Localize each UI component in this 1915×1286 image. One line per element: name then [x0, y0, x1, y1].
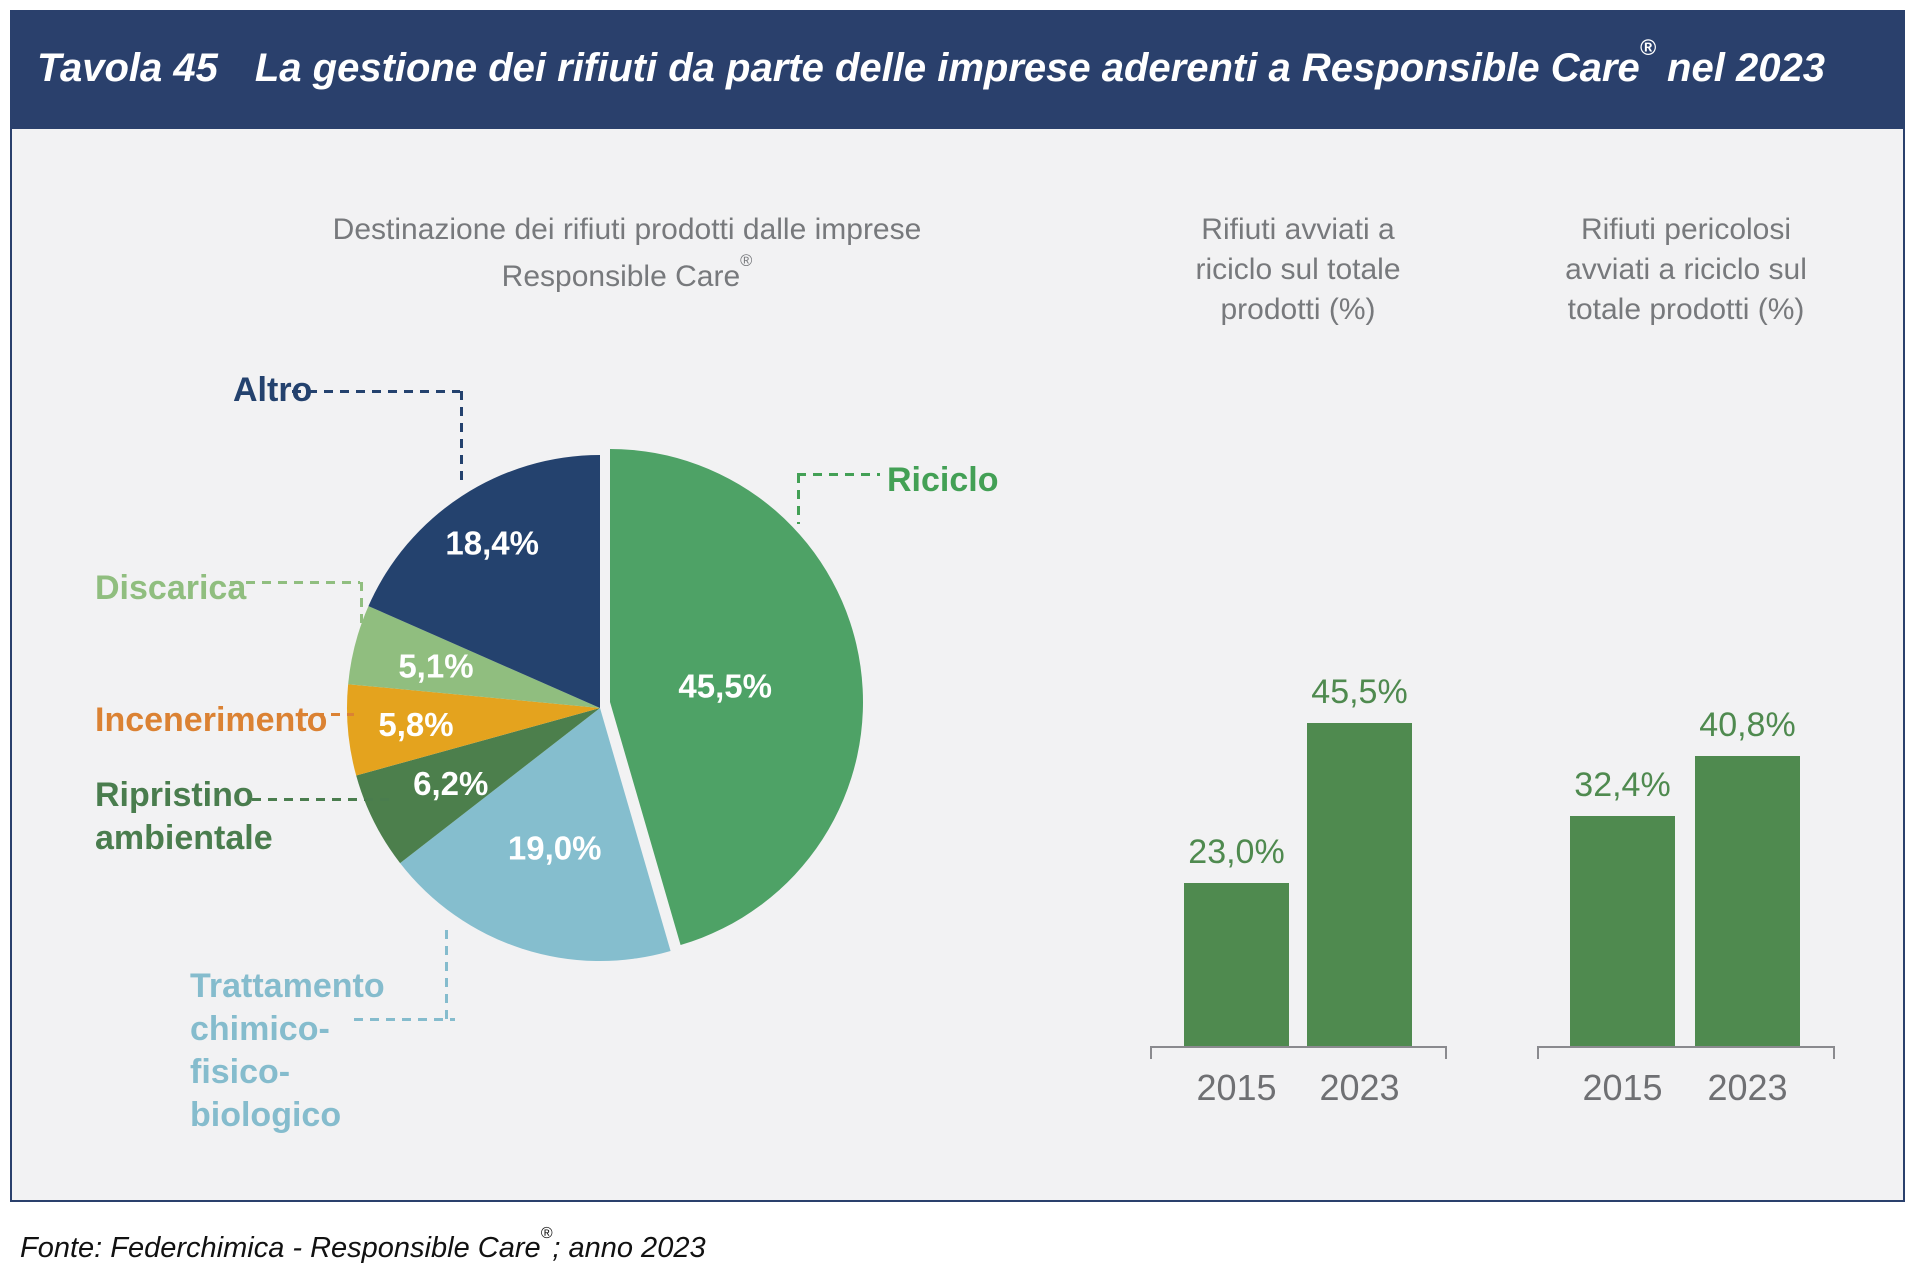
- bar-year-label: 2015: [1196, 1067, 1277, 1108]
- pie-slice-value-label: 6,2%: [413, 765, 488, 802]
- chart-panel: Destinazione dei rifiuti prodotti dalle …: [10, 127, 1905, 1202]
- leader-line-trattamento-v: [445, 930, 448, 1019]
- leader-line-discarica-h: [230, 581, 360, 584]
- pie-slice-value-label: 5,1%: [398, 647, 473, 684]
- pie-slice-riciclo: [610, 449, 864, 945]
- pie-slice-value-label: 19,0%: [508, 830, 602, 867]
- pie-label-incenerimento: Incenerimento: [95, 701, 328, 739]
- bar-year-label: 2023: [1707, 1067, 1788, 1108]
- pie-slice-incenerimento: [347, 684, 600, 776]
- pie-label-ripristino-ambientale: Ripristino ambientale: [95, 776, 273, 857]
- bar-value-label: 45,5%: [1311, 673, 1408, 711]
- figure-number: Tavola 45: [37, 46, 218, 90]
- leader-line-altro-v: [460, 391, 463, 480]
- pie-slice-value-label: 18,4%: [445, 525, 539, 562]
- source-note: Fonte: Federchimica - Responsible Care®;…: [20, 1224, 706, 1264]
- bar-2023: [1695, 756, 1800, 1046]
- leader-line-riciclo-v: [797, 474, 800, 524]
- pie-label-discarica: Discarica: [95, 569, 247, 607]
- registered-mark: ®: [740, 251, 753, 270]
- leader-line-discarica-v: [360, 582, 363, 626]
- bar-value-label: 23,0%: [1188, 833, 1285, 871]
- figure-header-bar: Tavola 45 La gestione dei rifiuti da par…: [10, 10, 1905, 127]
- bar-2023: [1307, 723, 1412, 1046]
- pie-slice-discarica: [348, 606, 600, 708]
- figure-title: La gestione dei rifiuti da parte delle i…: [254, 34, 1825, 90]
- leader-line-incenerimento-h: [299, 713, 354, 716]
- pie-slice-trattamento: [400, 708, 671, 961]
- bar-chart-recycled-axis: [1150, 1046, 1447, 1059]
- pie-chart: 45,5% 19,0% 6,2% 5,8% 5,1% 18,4%: [347, 449, 864, 961]
- bar-chart-recycled-title: Rifiuti avviati a riciclo sul totale pro…: [1195, 213, 1401, 326]
- bar-chart-hazardous-title: Rifiuti pericolosi avviati a riciclo sul…: [1565, 213, 1807, 326]
- pie-label-riciclo: Riciclo: [887, 461, 999, 499]
- bar-value-label: 40,8%: [1699, 706, 1796, 744]
- leader-line-riciclo-h: [797, 473, 880, 476]
- registered-mark: ®: [1639, 34, 1656, 60]
- pie-slice-value-label: 45,5%: [678, 668, 772, 705]
- bar-year-label: 2023: [1319, 1067, 1400, 1108]
- bar-2015: [1570, 816, 1675, 1046]
- bar-chart-hazardous-axis: [1537, 1046, 1835, 1059]
- leader-line-ripristino-h: [252, 798, 390, 801]
- bar-year-label: 2015: [1582, 1067, 1663, 1108]
- bar-2015: [1184, 883, 1289, 1046]
- bar-value-label: 32,4%: [1574, 766, 1671, 804]
- pie-slice-ripristino: [356, 708, 600, 864]
- leader-line-altro-h: [292, 390, 460, 393]
- pie-label-trattamento: Trattamento chimico-fisico-biologico: [190, 967, 385, 1134]
- pie-chart-title: Destinazione dei rifiuti prodotti dalle …: [332, 213, 922, 293]
- pie-slice-value-label: 5,8%: [378, 706, 453, 743]
- pie-slice-altro: [368, 455, 600, 708]
- leader-line-trattamento-h: [354, 1018, 455, 1021]
- registered-mark: ®: [540, 1224, 553, 1242]
